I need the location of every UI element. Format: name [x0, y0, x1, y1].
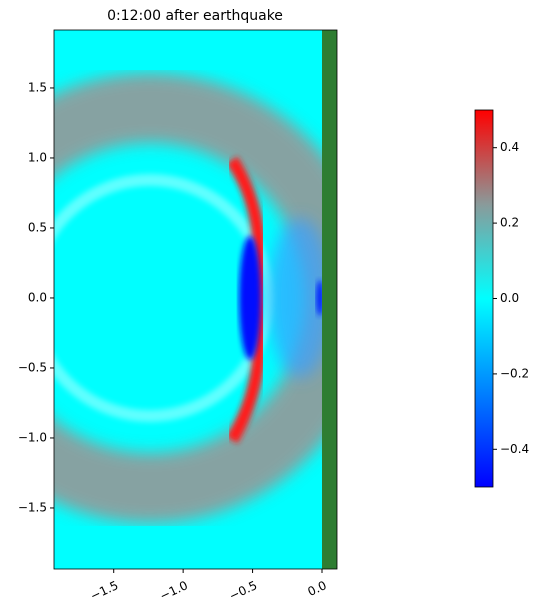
y-tick-label: 0.5: [28, 220, 47, 234]
land: [322, 30, 337, 569]
colorbar-tick-label: −0.2: [500, 366, 529, 380]
colorbar-tick-label: 0.4: [500, 140, 519, 154]
y-tick-label: 1.0: [28, 150, 47, 164]
y-tick-label: −1.0: [18, 430, 47, 444]
x-tick-label: 0.0: [306, 578, 329, 599]
plot-frame: [53, 29, 338, 570]
colorbar-tick-label: 0.0: [500, 291, 519, 305]
y-tick-label: −0.5: [18, 360, 47, 374]
colorbar: [474, 109, 494, 488]
y-tick-label: 1.5: [28, 80, 47, 94]
colorbar-tick-label: 0.2: [500, 216, 519, 230]
colorbar-tick-label: −0.4: [500, 442, 529, 456]
wave-field: [54, 30, 322, 569]
x-tick-label: −1.0: [158, 578, 190, 603]
x-tick-label: −0.5: [227, 578, 259, 603]
x-tick-label: −1.5: [88, 578, 120, 603]
y-tick-label: 0.0: [28, 290, 47, 304]
chart-title: 0:12:00 after earthquake: [107, 8, 283, 24]
y-tick-label: −1.5: [18, 500, 47, 514]
